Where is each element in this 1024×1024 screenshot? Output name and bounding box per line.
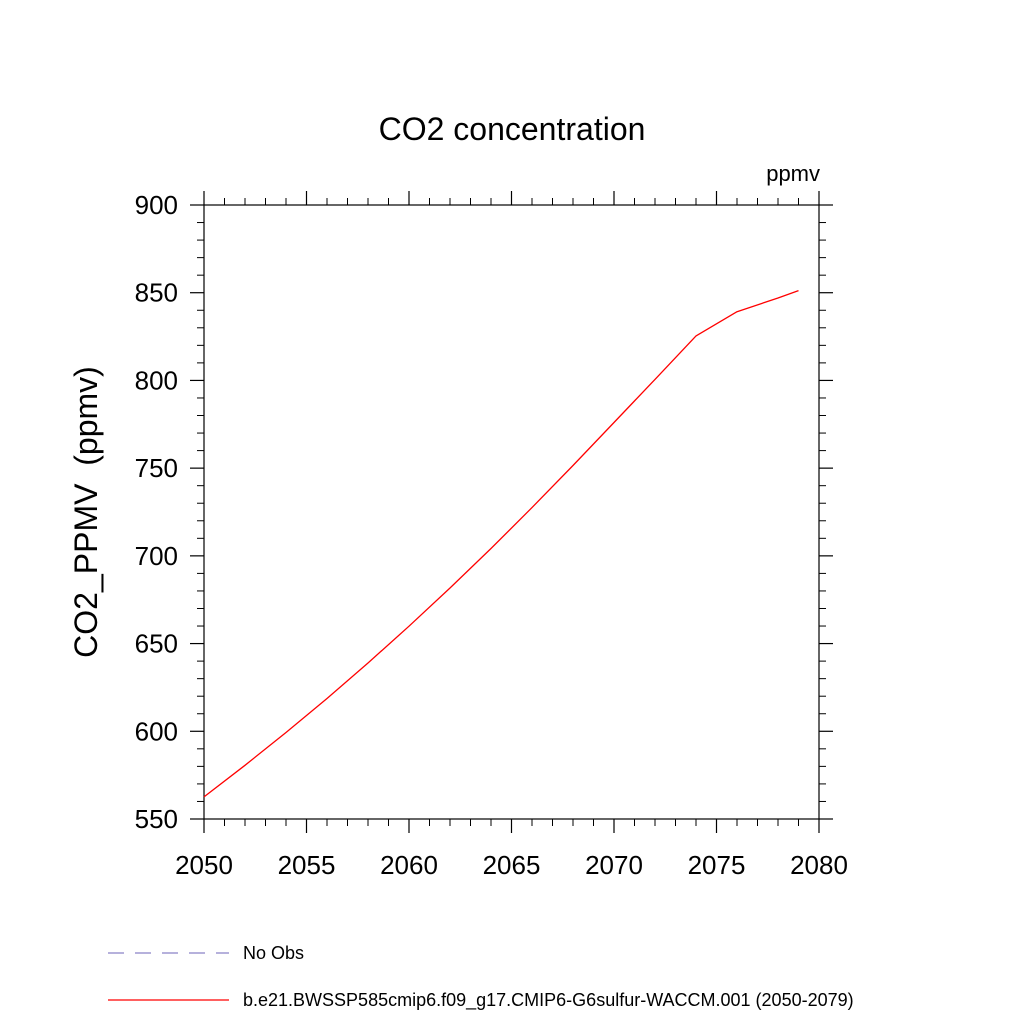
x-tick-label-2050: 2050 — [175, 850, 233, 880]
units-label: ppmv — [766, 161, 820, 186]
legend-label-0: No Obs — [243, 943, 304, 963]
plot-frame — [203, 204, 820, 820]
x-tick-label-2060: 2060 — [380, 850, 438, 880]
y-axis-label: CO2_PPMV (ppmv) — [68, 366, 104, 658]
series-layer — [203, 289, 799, 798]
y-tick-label-550: 550 — [135, 804, 178, 834]
y-tick-label-900: 900 — [135, 190, 178, 220]
x-tick-label-2080: 2080 — [790, 850, 848, 880]
legend: No Obs b.e21.BWSSP585cmip6.f09_g17.CMIP6-… — [108, 943, 854, 1011]
x-tick-label-2055: 2055 — [278, 850, 336, 880]
y-tick-label-850: 850 — [135, 278, 178, 308]
y-tick-label-700: 700 — [135, 541, 178, 571]
y-tick-label-600: 600 — [135, 716, 178, 746]
series-line-0 — [203, 289, 799, 798]
x-tick-label-2075: 2075 — [688, 850, 746, 880]
axis-tick-labels: 2050 2055 2060 2065 2070 2075 2080 550 600 650 700… — [135, 190, 848, 880]
legend-label-1: b.e21.BWSSP585cmip6.f09_g17.CMIP6-G6sulf… — [243, 990, 854, 1011]
chart-title: CO2 concentration — [379, 111, 646, 147]
x-tick-label-2070: 2070 — [585, 850, 643, 880]
y-tick-label-750: 750 — [135, 453, 178, 483]
y-tick-label-650: 650 — [135, 629, 178, 659]
y-tick-label-800: 800 — [135, 365, 178, 395]
x-tick-label-2065: 2065 — [483, 850, 541, 880]
axis-ticks — [190, 191, 833, 833]
